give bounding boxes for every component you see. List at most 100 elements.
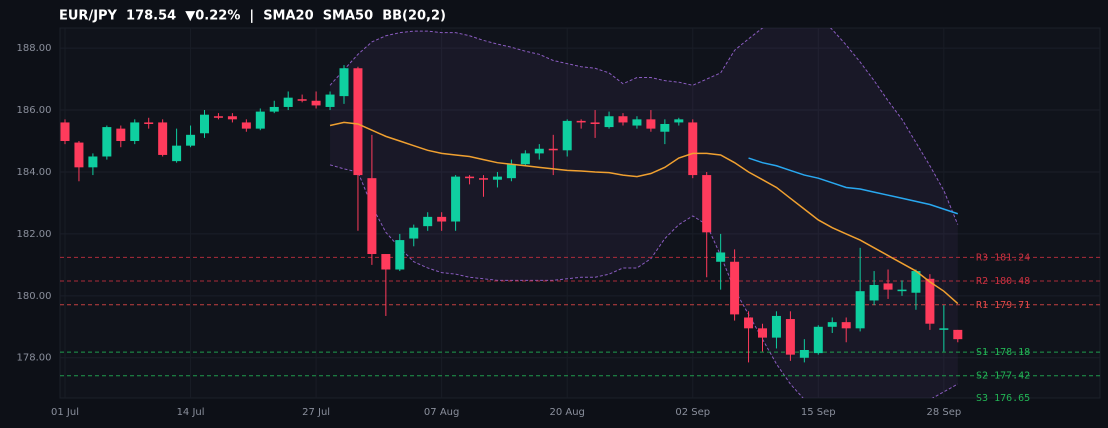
candle-body bbox=[660, 123, 670, 132]
candle-body bbox=[562, 120, 572, 151]
plot bbox=[60, 28, 1100, 398]
x-tick-label: 02 Sep bbox=[675, 407, 710, 418]
candle-body bbox=[576, 120, 586, 123]
level-label: S1 178.18 bbox=[976, 347, 1030, 358]
level-name: R3 bbox=[976, 252, 988, 263]
candle-body bbox=[758, 328, 767, 338]
candle-body bbox=[116, 128, 126, 142]
candle-body bbox=[520, 153, 530, 165]
candle-body bbox=[395, 240, 405, 270]
candle-body bbox=[744, 317, 754, 329]
candle-body bbox=[311, 100, 321, 106]
candle-body bbox=[186, 134, 196, 146]
candle-body bbox=[813, 326, 823, 354]
candle-body bbox=[158, 122, 168, 155]
candle-body bbox=[827, 322, 837, 327]
candle-body bbox=[799, 350, 809, 358]
candle-body bbox=[911, 271, 921, 293]
candle-body bbox=[674, 119, 684, 123]
candle-body bbox=[716, 252, 726, 262]
level-name: S1 bbox=[976, 347, 988, 358]
candle-body bbox=[730, 261, 740, 315]
level-value: 177.42 bbox=[994, 371, 1030, 382]
x-tick-label: 01 Jul bbox=[51, 407, 79, 418]
candle-body bbox=[255, 111, 265, 129]
y-tick-label: 184.00 bbox=[17, 167, 52, 178]
candle-body bbox=[200, 114, 209, 134]
x-tick-label: 27 Jul bbox=[302, 407, 330, 418]
candle-body bbox=[841, 322, 851, 329]
level-label: R1 179.71 bbox=[976, 300, 1030, 311]
candle-body bbox=[297, 99, 307, 101]
candle-body bbox=[144, 122, 154, 124]
candle-body bbox=[283, 97, 293, 107]
candle-body bbox=[423, 216, 433, 227]
candle-body bbox=[465, 176, 475, 179]
level-label: S3 176.65 bbox=[976, 393, 1030, 404]
y-tick-label: 186.00 bbox=[17, 105, 52, 116]
candle-body bbox=[367, 178, 377, 255]
candle-body bbox=[88, 156, 98, 168]
candle-body bbox=[227, 116, 237, 120]
y-tick-label: 188.00 bbox=[17, 43, 52, 54]
chart-title: EUR/JPY 178.54 ▼0.22% | SMA20 SMA50 BB(2… bbox=[59, 9, 446, 24]
candle-body bbox=[883, 283, 893, 290]
candle-body bbox=[172, 145, 182, 162]
x-tick-label: 14 Jul bbox=[177, 407, 205, 418]
level-value: 179.71 bbox=[994, 300, 1030, 311]
candle-body bbox=[381, 254, 391, 270]
candle-body bbox=[771, 315, 781, 338]
y-tick-label: 182.00 bbox=[17, 229, 52, 240]
candle-body bbox=[632, 119, 642, 126]
candle-body bbox=[102, 127, 112, 157]
candle-body bbox=[953, 329, 963, 340]
x-tick-label: 20 Aug bbox=[549, 407, 584, 418]
candle-body bbox=[269, 106, 279, 112]
candle-body bbox=[869, 284, 879, 301]
candle-body bbox=[590, 122, 600, 124]
candle-body bbox=[479, 178, 488, 180]
candle-body bbox=[353, 68, 363, 176]
candle-body bbox=[241, 122, 251, 129]
candle-body bbox=[325, 94, 335, 107]
level-value: 180.48 bbox=[994, 276, 1030, 287]
candle-body bbox=[925, 278, 935, 324]
y-tick-label: 180.00 bbox=[17, 291, 52, 302]
candle-body bbox=[437, 216, 447, 222]
candle-body bbox=[74, 142, 84, 168]
candle-body bbox=[506, 164, 516, 179]
bb-lower-line bbox=[329, 164, 959, 398]
candle-body bbox=[618, 116, 628, 123]
bb-fill bbox=[330, 28, 958, 398]
candle-body bbox=[548, 148, 558, 151]
level-value: 178.18 bbox=[994, 347, 1030, 358]
level-value: 176.65 bbox=[994, 393, 1030, 404]
candle-body bbox=[855, 291, 865, 329]
candle-body bbox=[339, 68, 349, 97]
level-name: S3 bbox=[976, 393, 988, 404]
candle-body bbox=[409, 227, 419, 239]
y-tick-label: 178.00 bbox=[17, 353, 52, 364]
candle-body bbox=[492, 176, 502, 180]
plot-area bbox=[59, 27, 1101, 399]
level-label: S2 177.42 bbox=[976, 371, 1030, 382]
candle-body bbox=[604, 116, 614, 128]
candle-body bbox=[60, 122, 70, 142]
candle-body bbox=[534, 148, 544, 154]
x-tick-label: 07 Aug bbox=[424, 407, 459, 418]
candle-body bbox=[939, 328, 949, 330]
x-tick-label: 15 Sep bbox=[801, 407, 836, 418]
level-name: S2 bbox=[976, 371, 988, 382]
sma50-line bbox=[748, 157, 959, 215]
sma20-line bbox=[329, 121, 959, 305]
level-label: R3 181.24 bbox=[976, 252, 1030, 263]
candle-body bbox=[785, 319, 795, 355]
candle-body bbox=[688, 122, 698, 176]
level-value: 181.24 bbox=[994, 252, 1030, 263]
x-tick-label: 28 Sep bbox=[926, 407, 961, 418]
level-label: R2 180.48 bbox=[976, 276, 1030, 287]
level-name: R1 bbox=[976, 300, 988, 311]
candle-body bbox=[451, 176, 461, 222]
candle-body bbox=[130, 122, 140, 142]
